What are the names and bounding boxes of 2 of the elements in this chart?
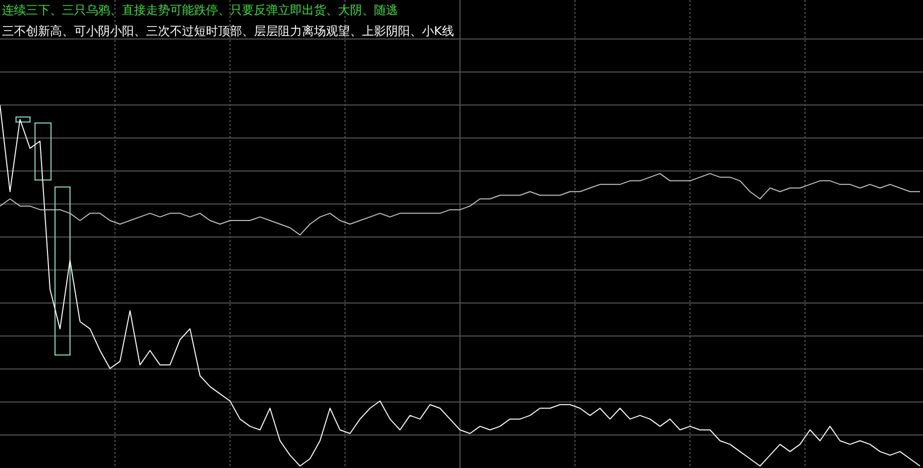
text: 连续三下、三只乌鸦、直接走势可能跌停、只要反弹立即出货、大阴、随逃 bbox=[2, 3, 398, 17]
text: 三不创新高、可小阴小阳、三次不过短时顶部、层层阻力离场观望、上影阴阳、小K线 bbox=[2, 24, 454, 38]
